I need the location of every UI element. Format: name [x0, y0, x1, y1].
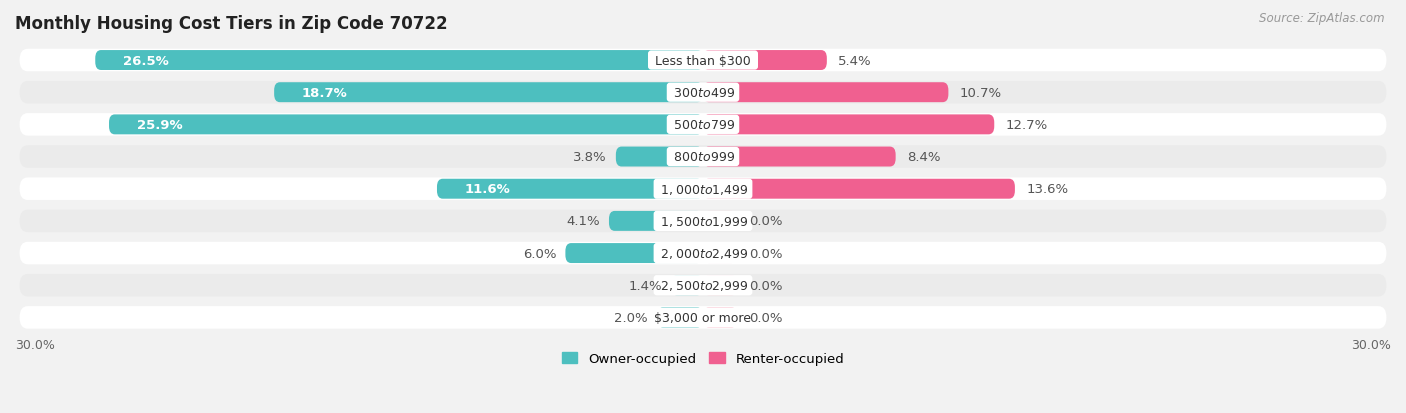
- Text: 4.1%: 4.1%: [567, 215, 600, 228]
- Text: 0.0%: 0.0%: [749, 247, 782, 260]
- Text: 12.7%: 12.7%: [1005, 119, 1047, 132]
- FancyBboxPatch shape: [703, 179, 1015, 199]
- FancyBboxPatch shape: [703, 275, 737, 295]
- Text: Monthly Housing Cost Tiers in Zip Code 70722: Monthly Housing Cost Tiers in Zip Code 7…: [15, 15, 447, 33]
- Text: 18.7%: 18.7%: [302, 86, 347, 100]
- Text: 25.9%: 25.9%: [136, 119, 183, 132]
- Text: 13.6%: 13.6%: [1026, 183, 1069, 196]
- Text: 0.0%: 0.0%: [749, 279, 782, 292]
- Text: 0.0%: 0.0%: [749, 215, 782, 228]
- FancyBboxPatch shape: [20, 146, 1386, 169]
- FancyBboxPatch shape: [20, 82, 1386, 104]
- Legend: Owner-occupied, Renter-occupied: Owner-occupied, Renter-occupied: [557, 347, 849, 371]
- Text: 8.4%: 8.4%: [907, 151, 941, 164]
- FancyBboxPatch shape: [20, 178, 1386, 200]
- FancyBboxPatch shape: [703, 51, 827, 71]
- FancyBboxPatch shape: [274, 83, 703, 103]
- FancyBboxPatch shape: [20, 50, 1386, 72]
- Text: $1,000 to $1,499: $1,000 to $1,499: [657, 182, 749, 196]
- FancyBboxPatch shape: [20, 114, 1386, 136]
- Text: $3,000 or more: $3,000 or more: [651, 311, 755, 324]
- FancyBboxPatch shape: [20, 242, 1386, 265]
- Text: 30.0%: 30.0%: [15, 339, 55, 351]
- FancyBboxPatch shape: [703, 83, 949, 103]
- Text: 6.0%: 6.0%: [523, 247, 557, 260]
- Text: 30.0%: 30.0%: [1351, 339, 1391, 351]
- FancyBboxPatch shape: [703, 115, 994, 135]
- FancyBboxPatch shape: [616, 147, 703, 167]
- Text: $1,500 to $1,999: $1,500 to $1,999: [657, 214, 749, 228]
- Text: 5.4%: 5.4%: [838, 55, 872, 67]
- Text: $500 to $799: $500 to $799: [669, 119, 737, 132]
- FancyBboxPatch shape: [703, 308, 737, 328]
- Text: 11.6%: 11.6%: [464, 183, 510, 196]
- Text: 2.0%: 2.0%: [614, 311, 648, 324]
- Text: Less than $300: Less than $300: [651, 55, 755, 67]
- Text: 0.0%: 0.0%: [749, 311, 782, 324]
- FancyBboxPatch shape: [110, 115, 703, 135]
- FancyBboxPatch shape: [437, 179, 703, 199]
- FancyBboxPatch shape: [657, 308, 703, 328]
- Text: $2,500 to $2,999: $2,500 to $2,999: [657, 278, 749, 292]
- Text: 3.8%: 3.8%: [574, 151, 606, 164]
- FancyBboxPatch shape: [703, 147, 896, 167]
- FancyBboxPatch shape: [20, 274, 1386, 297]
- FancyBboxPatch shape: [20, 210, 1386, 233]
- Text: 26.5%: 26.5%: [122, 55, 169, 67]
- FancyBboxPatch shape: [671, 275, 703, 295]
- Text: $300 to $499: $300 to $499: [669, 86, 737, 100]
- FancyBboxPatch shape: [96, 51, 703, 71]
- Text: 1.4%: 1.4%: [628, 279, 662, 292]
- FancyBboxPatch shape: [20, 306, 1386, 329]
- Text: Source: ZipAtlas.com: Source: ZipAtlas.com: [1260, 12, 1385, 25]
- Text: 10.7%: 10.7%: [960, 86, 1002, 100]
- FancyBboxPatch shape: [703, 244, 737, 263]
- Text: $800 to $999: $800 to $999: [669, 151, 737, 164]
- Text: $2,000 to $2,499: $2,000 to $2,499: [657, 247, 749, 261]
- FancyBboxPatch shape: [565, 244, 703, 263]
- FancyBboxPatch shape: [609, 211, 703, 231]
- FancyBboxPatch shape: [703, 211, 737, 231]
